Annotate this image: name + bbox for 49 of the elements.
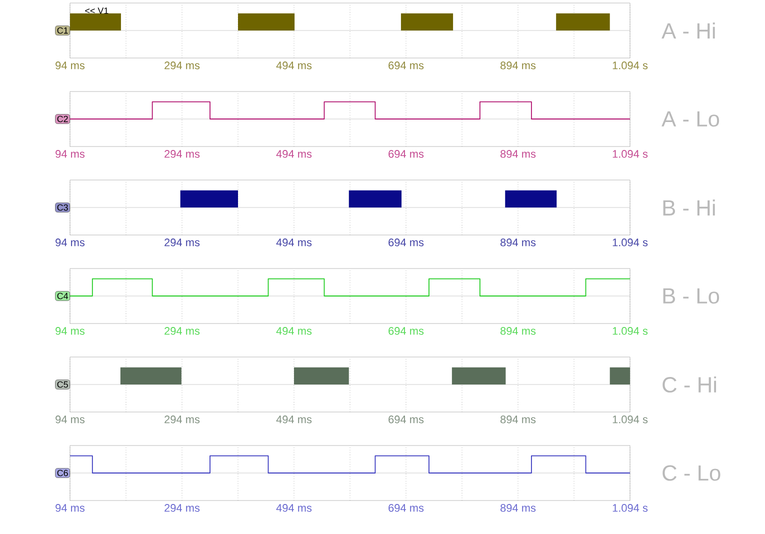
x-tick-label: 494 ms [276, 504, 312, 512]
x-tick-label: 494 ms [276, 150, 312, 158]
x-tick-label: 94 ms [56, 504, 85, 512]
x-tick-label: 294 ms [164, 416, 200, 424]
x-tick-label: 294 ms [164, 238, 200, 246]
y-axis-title: C1 [57, 27, 68, 34]
y-axis-title: C3 [57, 204, 68, 211]
x-tick-label: 1.094 s [612, 416, 648, 424]
x-tick-label: 94 ms [56, 62, 85, 70]
x-tick-label: 694 ms [388, 504, 424, 512]
x-tick-label: 894 ms [500, 150, 536, 158]
y-axis-title: C6 [57, 470, 68, 476]
x-tick-label: 1.094 s [612, 62, 648, 70]
x-tick-label: 694 ms [388, 416, 424, 424]
y-axis-title: C2 [57, 116, 68, 122]
y2-axis-title: B - Lo [663, 288, 720, 304]
x-tick-label: 294 ms [164, 62, 200, 70]
x-tick-label: 1.094 s [612, 504, 648, 512]
x-tick-label: 94 ms [56, 416, 85, 424]
y2-axis-title: C - Lo [662, 465, 720, 481]
x-tick-label: 94 ms [56, 327, 85, 335]
x-tick-label: 694 ms [388, 150, 424, 158]
x-tick-label: 294 ms [164, 150, 200, 158]
x-tick-label: 894 ms [500, 238, 536, 246]
y2-axis-title: B - Hi [663, 200, 715, 216]
y2-axis-title: A - Lo [662, 111, 720, 127]
x-tick-label: 694 ms [388, 62, 424, 70]
y2-axis-title: C - Hi [662, 376, 716, 393]
x-tick-label: 494 ms [276, 62, 312, 70]
x-tick-label: 894 ms [500, 504, 536, 512]
x-tick-label: 894 ms [500, 327, 536, 335]
x-tick-label: 94 ms [56, 150, 85, 158]
x-tick-label: 94 ms [56, 238, 85, 246]
x-tick-label: 494 ms [276, 327, 312, 335]
x-tick-label: 1.094 s [612, 150, 648, 158]
x-tick-label: 294 ms [164, 504, 200, 512]
x-tick-label: 1.094 s [612, 327, 648, 335]
x-tick-label: 894 ms [500, 62, 536, 70]
annotation: << V1 [85, 8, 108, 14]
x-tick-label: 294 ms [164, 327, 200, 335]
y2-axis-title: A - Hi [662, 22, 715, 38]
y-axis-title: C4 [57, 292, 68, 300]
x-tick-label: 494 ms [276, 238, 312, 246]
y-axis-title: C5 [57, 381, 68, 388]
x-tick-label: 1.094 s [612, 238, 648, 246]
x-tick-label: 494 ms [276, 416, 312, 424]
x-tick-label: 894 ms [500, 416, 536, 424]
x-tick-label: 694 ms [388, 238, 424, 246]
x-tick-label: 694 ms [388, 327, 424, 335]
